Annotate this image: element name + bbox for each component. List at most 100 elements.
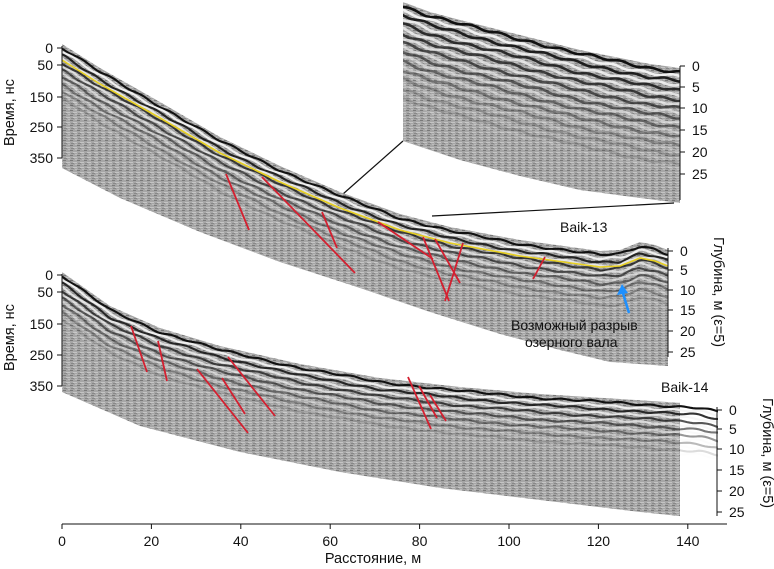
reflection-band (62, 299, 718, 438)
depth-axis-baik-13: 0 5 10 15 20 25 Глубина, м (ε=5) (667, 237, 726, 360)
profile-name-baik-13: Baik-13 (560, 219, 608, 235)
fault-line (221, 377, 246, 415)
distance-axis: 0 20 40 60 80 100 120 140 Расстояние, м (58, 523, 727, 567)
reflection-band (62, 310, 718, 449)
reflection-band (403, 40, 680, 110)
axis-tick-label: 10 (692, 100, 708, 116)
axis-tick-label: 25 (680, 344, 696, 360)
fault-line (225, 173, 250, 231)
reflection-band (62, 71, 668, 282)
fault-line (321, 211, 338, 249)
reflection-band (403, 50, 680, 120)
axis-tick-label: 10 (680, 282, 696, 298)
axis-tick-label: 5 (729, 421, 737, 437)
reflection-band (62, 62, 668, 272)
reflection-band (62, 296, 718, 434)
reflection-band (403, 22, 680, 92)
reflection-band (62, 51, 668, 261)
annotation-line-1: Возможный разрыв (511, 317, 638, 333)
fault-line (434, 238, 461, 284)
axis-tick-label: 40 (233, 533, 249, 549)
reflection-band (62, 319, 718, 457)
axis-tick-label: 140 (676, 533, 700, 549)
reflection-band (62, 281, 718, 421)
axis-tick-label: 0 (45, 267, 53, 283)
inset-connector-line (342, 140, 404, 195)
reflection-band (62, 275, 718, 413)
reflection-band (62, 66, 668, 275)
depth-axis-label: Глубина, м (ε=5) (710, 237, 726, 347)
axis-tick-label: 15 (680, 302, 696, 318)
depth-axis-label: Глубина, м (ε=5) (759, 398, 774, 508)
reflection-band (403, 32, 680, 103)
fault-line (227, 356, 276, 417)
reflection-band (62, 93, 668, 303)
axis-tick-label: 15 (692, 122, 708, 138)
fault-line (130, 325, 148, 373)
reflection-band (62, 79, 668, 290)
axis-tick-label: 250 (30, 347, 54, 363)
reflection-band (403, 13, 680, 83)
reflection-band (62, 68, 668, 278)
axis-tick-label: 250 (30, 119, 54, 135)
axis-tick-label: 350 (30, 378, 54, 394)
axis-tick-label: 60 (322, 533, 338, 549)
fault-annotation: Возможный разрыв озерного вала (511, 284, 638, 350)
fault-line (407, 376, 432, 430)
time-axis-label: Время, нс (2, 79, 18, 146)
reflection-band (62, 290, 718, 429)
axis-tick-label: 50 (37, 284, 53, 300)
fault-line (444, 242, 464, 302)
reflection-band (62, 95, 668, 308)
inset-depth-axis: 0 5 10 15 20 25 (679, 58, 708, 200)
profile-name-baik-14: Baik-14 (661, 379, 709, 395)
axis-tick-label: 150 (30, 89, 54, 105)
reflection-band (403, 76, 680, 148)
reflection-band (62, 315, 718, 453)
reflection-band (403, 101, 680, 170)
fault-line (196, 368, 249, 434)
reflection-band (62, 53, 668, 264)
reflection-band (403, 55, 680, 124)
inset-connector-line (431, 202, 675, 217)
axis-tick-label: 25 (692, 166, 708, 182)
reflection-band (62, 294, 718, 432)
fault-line (422, 236, 450, 302)
axis-tick-label: 20 (692, 144, 708, 160)
reflection-band (62, 100, 668, 312)
reflection-band (403, 70, 680, 138)
reflection-band (403, 18, 680, 87)
reflection-band (403, 64, 680, 135)
axis-tick-label: 80 (412, 533, 428, 549)
axis-tick-label: 0 (692, 58, 700, 74)
reflection-band (62, 91, 668, 300)
axis-tick-label: 0 (45, 40, 53, 56)
annotation-line-2: озерного вала (525, 334, 618, 350)
axis-tick-label: 0 (680, 243, 688, 259)
axis-tick-label: 5 (680, 262, 688, 278)
reflection-band (62, 82, 668, 293)
reflection-band (403, 59, 680, 130)
axis-tick-label: 5 (692, 79, 700, 95)
reflection-band (403, 38, 680, 106)
distance-axis-label: Расстояние, м (325, 551, 421, 567)
axis-tick-label: 10 (729, 441, 745, 457)
axis-tick-label: 0 (729, 402, 737, 418)
fault-line (429, 394, 447, 422)
fault-line (261, 176, 356, 274)
fault-line (157, 340, 168, 382)
reflection-band (403, 44, 680, 116)
inset-radargram (403, 2, 680, 203)
time-axis-top: 050 150 250 350 Время, нс (2, 40, 63, 166)
reflection-band (403, 96, 680, 166)
annotation-arrowhead (617, 284, 628, 295)
reflection-band (62, 87, 668, 297)
axis-tick-label: 350 (30, 150, 54, 166)
axis-tick-label: 20 (144, 533, 160, 549)
surface-line (61, 59, 669, 268)
reflection-band (62, 75, 668, 286)
axis-tick-label: 120 (587, 533, 611, 549)
reflection-band (403, 91, 680, 161)
reflection-band (403, 73, 680, 141)
